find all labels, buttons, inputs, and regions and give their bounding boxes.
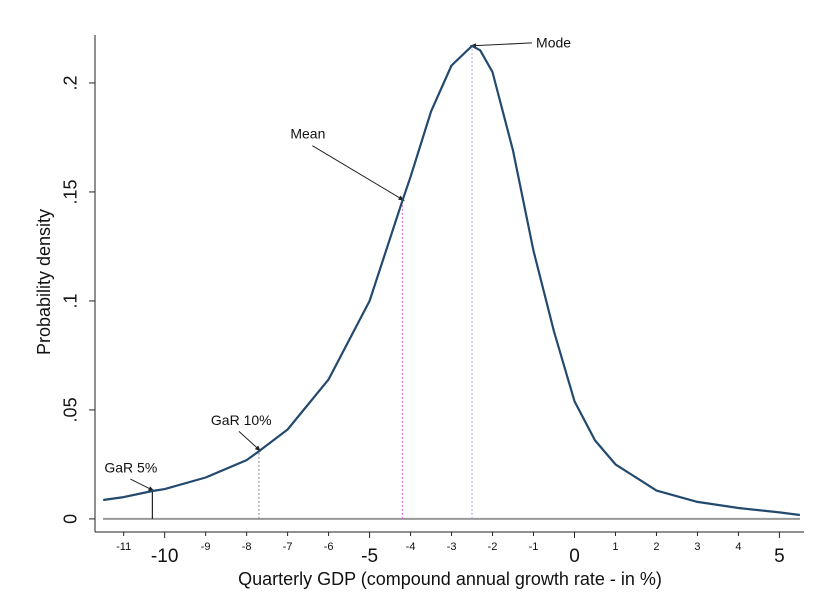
annotation: Mode	[536, 35, 571, 51]
x-tick-label: 0	[569, 546, 580, 567]
x-minor-tick-label: -6	[324, 541, 334, 553]
x-minor-tick-label: 4	[735, 541, 741, 553]
x-tick-label: -10	[151, 546, 178, 567]
y-tick-label: .2	[61, 75, 81, 90]
x-tick-label: 5	[774, 546, 785, 567]
annotation-arrow	[130, 478, 155, 492]
x-tick-label: -5	[361, 546, 378, 567]
y-tick-label: .05	[61, 397, 81, 422]
x-minor-tick-label: -11	[116, 541, 131, 553]
y-tick-label: .15	[61, 179, 81, 204]
x-minor-tick-label: -7	[283, 541, 293, 553]
annotation: GaR 5%	[104, 460, 157, 476]
annotation: Mean	[290, 125, 325, 141]
y-axis-label: Probability density	[34, 209, 54, 355]
annotation-arrow	[312, 145, 405, 202]
x-minor-tick-label: 2	[653, 541, 659, 553]
x-minor-tick-label: -1	[529, 541, 539, 553]
y-tick-label: 0	[61, 514, 81, 524]
x-minor-tick-label: -9	[201, 541, 211, 553]
annotation: GaR 10%	[211, 412, 272, 428]
x-axis-label: Quarterly GDP (compound annual growth ra…	[238, 569, 662, 589]
x-minor-tick-label: -8	[242, 541, 252, 553]
x-minor-tick-label: 3	[694, 541, 700, 553]
y-tick-label: .1	[61, 293, 81, 308]
x-minor-tick-label: 1	[612, 541, 618, 553]
annotation-arrow	[238, 430, 262, 452]
x-minor-tick-label: -3	[447, 541, 457, 553]
x-minor-tick-label: -2	[488, 541, 498, 553]
density-curve	[103, 44, 801, 517]
annotation-arrow	[470, 42, 533, 49]
x-minor-tick-label: -4	[406, 541, 416, 553]
